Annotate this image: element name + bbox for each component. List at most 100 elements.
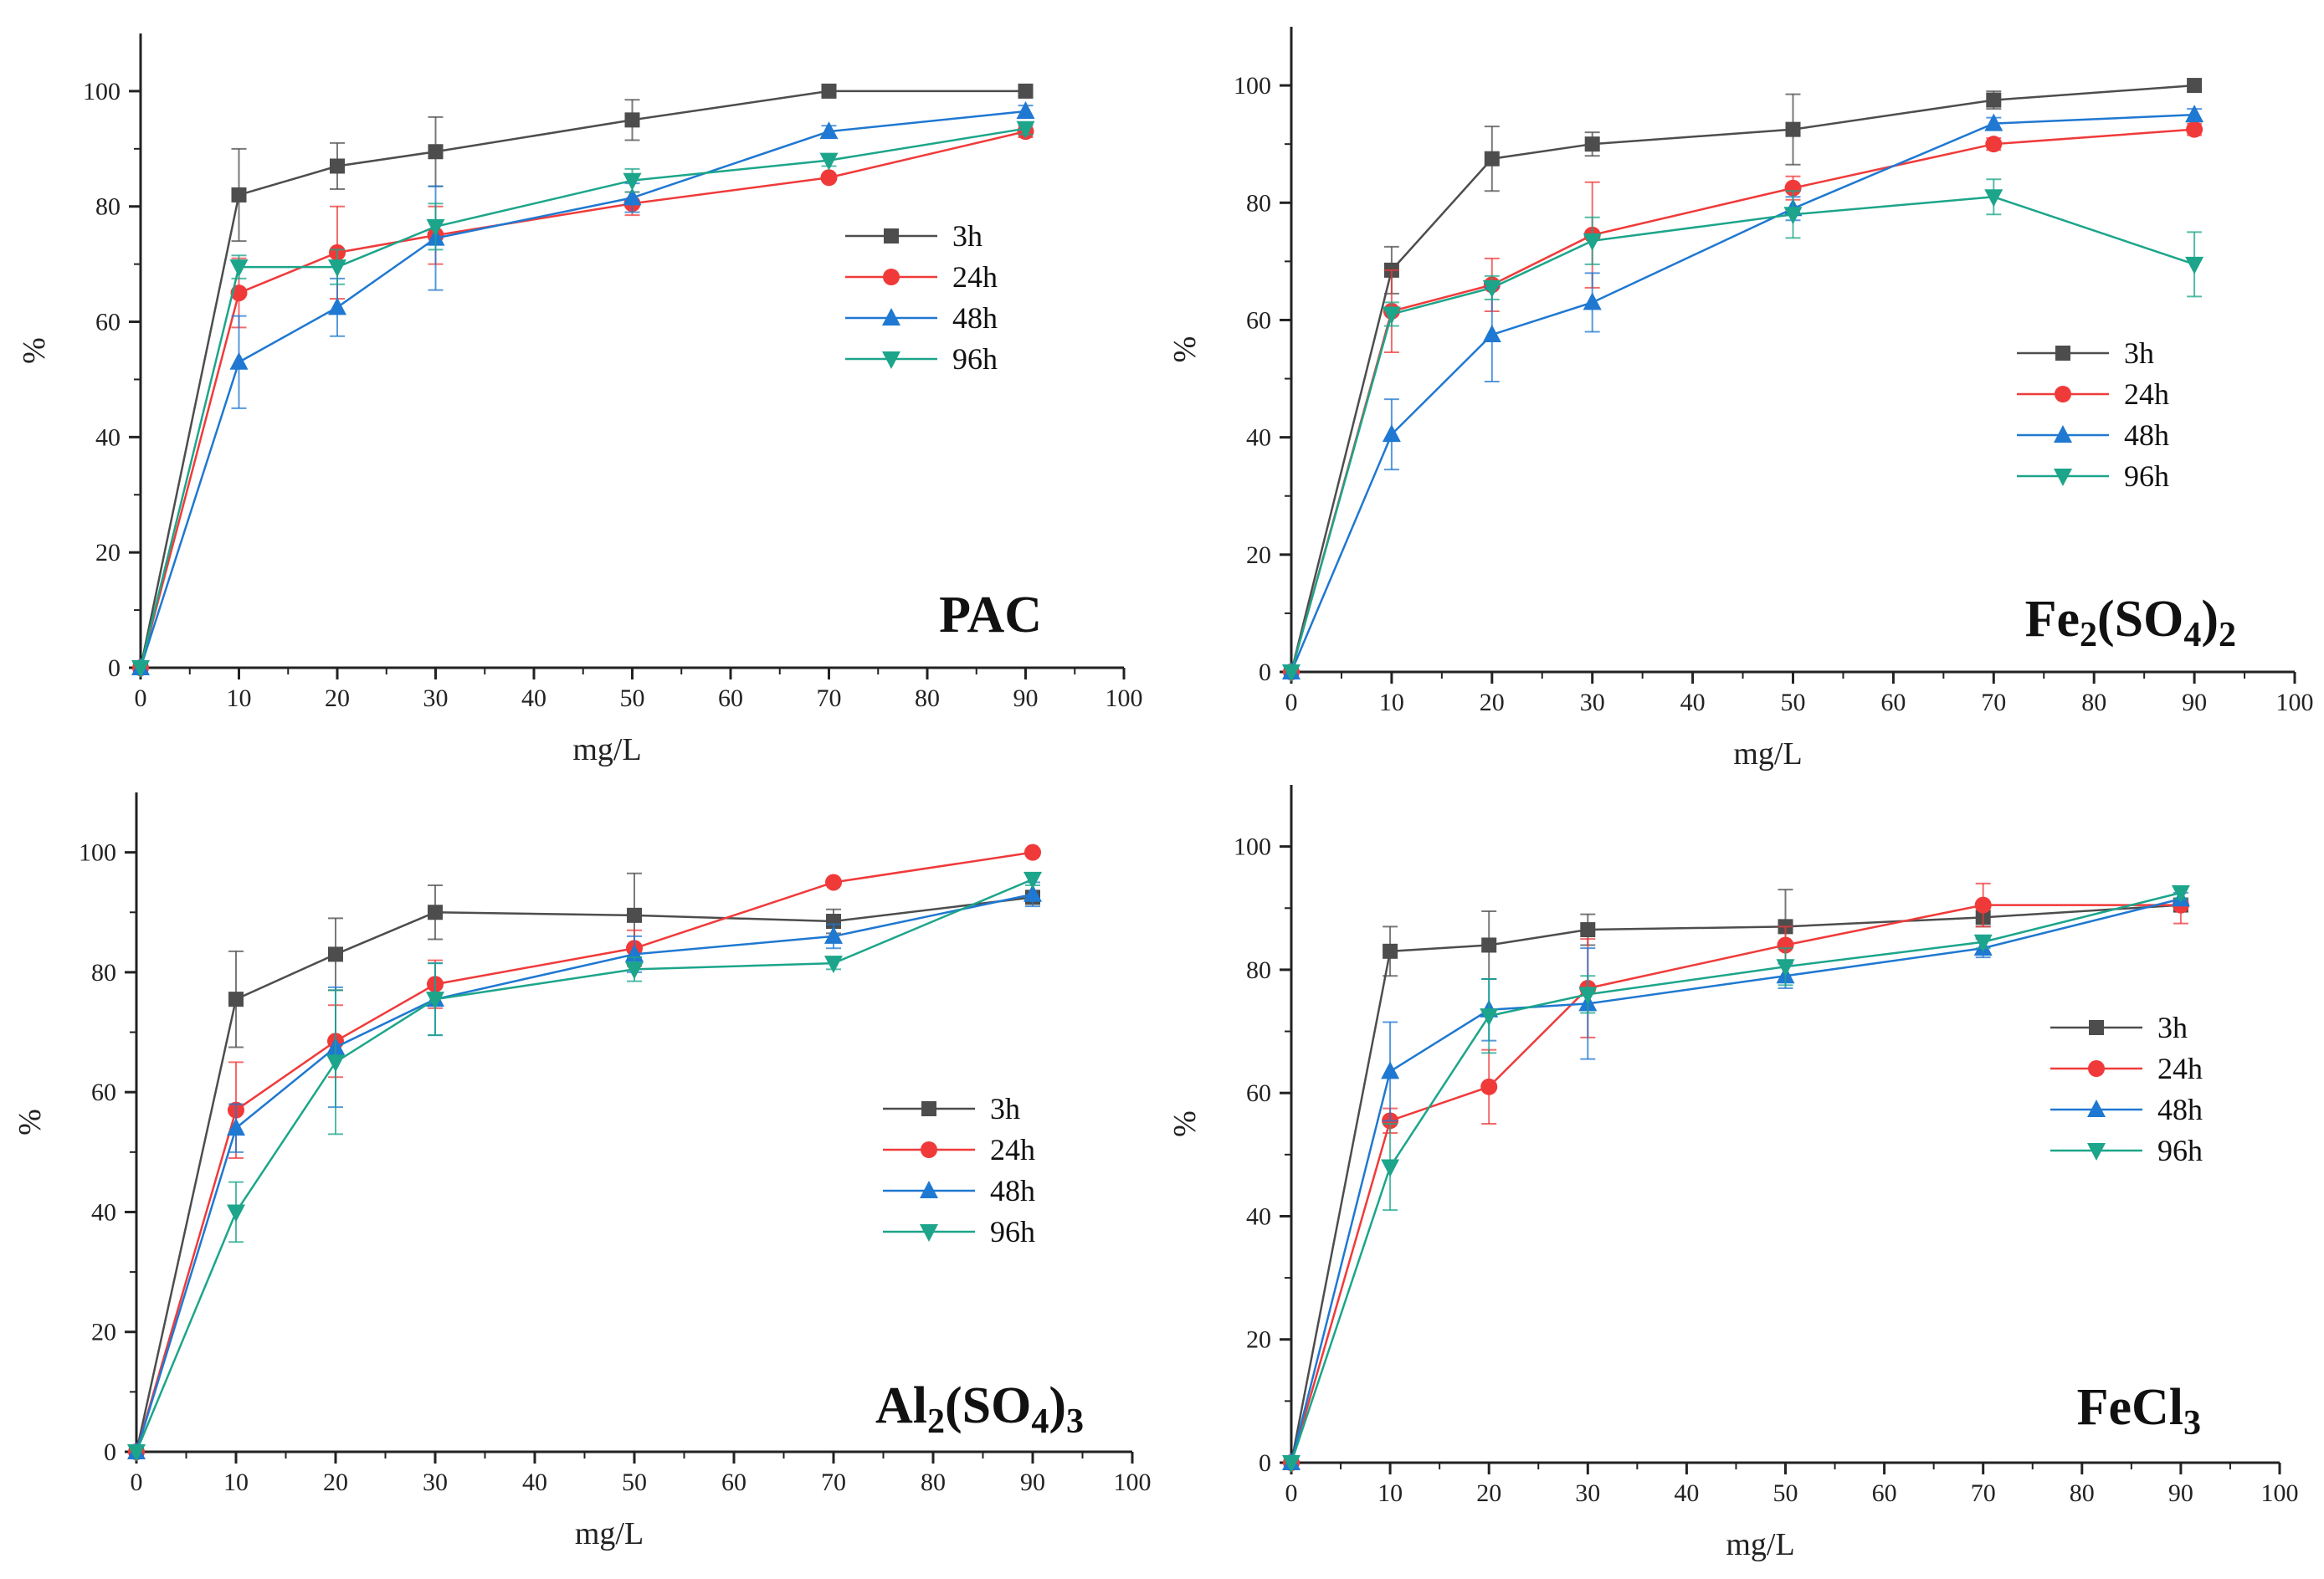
data-point [1023,884,1042,902]
x-tick-label: 80 [2081,689,2106,716]
series-line [139,90,1026,669]
data-point [426,992,444,1010]
legend-label: 24h [952,260,998,294]
legend-label: 48h [990,1174,1035,1207]
data-point [1016,120,1035,139]
x-tick-label: 80 [915,684,940,712]
x-tick-label: 30 [423,684,449,712]
data-point [1282,1455,1301,1473]
data-point [2171,884,2190,903]
y-tick-label: 100 [79,839,116,867]
data-point [227,1118,245,1136]
data-point [230,285,248,302]
legend-label: 24h [2157,1052,2203,1085]
data-point [2185,105,2204,123]
data-point [1777,936,1794,954]
series-line [1290,904,2181,1464]
data-point [1986,92,2002,108]
legend-entry-3h: 3h [2017,336,2154,370]
x-tick-label: 50 [622,1469,647,1496]
data-point [1382,306,1401,325]
y-tick-label: 60 [91,1079,116,1106]
x-axis-label: mg/L [572,732,641,767]
data-point [228,992,244,1007]
y-tick-label: 60 [95,309,121,336]
y-tick-label: 0 [1259,659,1271,686]
data-point [426,218,445,237]
legend-marker [2088,1060,2105,1077]
legend-label: 3h [2157,1011,2188,1044]
series-24h [132,123,1034,676]
legend-entry-48h: 48h [845,301,998,335]
y-tick-label: 80 [1246,956,1271,984]
data-point [1784,179,1802,197]
data-point [1973,934,1993,952]
legend-label: 3h [952,219,982,253]
legend-entry-96h: 96h [883,1215,1035,1248]
data-point [1578,987,1598,1005]
x-tick-label: 60 [1872,1479,1897,1507]
data-point [428,905,443,920]
x-tick-label: 20 [323,1469,348,1496]
legend-label: 24h [990,1133,1035,1166]
legend-entry-3h: 3h [2050,1011,2188,1044]
series-96h [131,120,1035,678]
data-point [2186,120,2203,138]
y-tick-label: 80 [95,193,121,221]
series-line [135,851,1034,1453]
x-tick-label: 70 [1981,689,2006,716]
legend-label: 24h [2124,377,2169,411]
x-tick-label: 10 [1379,689,1404,716]
series-line [139,130,1026,669]
data-point [1482,324,1501,342]
x-tick-label: 100 [1106,684,1143,712]
data-point [328,297,346,315]
x-tick-label: 80 [2070,1479,2095,1507]
x-tick-label: 40 [521,684,546,712]
legend-entry-24h: 24h [2017,377,2169,411]
series-96h [127,871,1042,1462]
panel-title: FeCl3 [2077,1379,2201,1443]
data-point [2185,256,2204,274]
data-point [330,158,345,174]
panel-title: PAC [939,587,1042,643]
y-tick-label: 100 [83,78,121,105]
data-point [1481,937,1497,953]
legend-label: 48h [952,301,998,335]
data-point [227,1204,245,1223]
series-3h [133,83,1034,675]
series-line [1290,84,2195,673]
x-axis-label: mg/L [1726,1527,1794,1562]
data-point [1383,943,1398,959]
series-line [1290,891,2182,1464]
legend-marker [882,351,900,369]
y-tick-label: 40 [91,1198,116,1226]
series-96h [1282,178,2204,682]
series-line [139,110,1026,669]
y-tick-label: 60 [1246,1079,1271,1107]
x-tick-label: 0 [1285,689,1298,716]
y-tick-label: 20 [95,539,121,566]
data-point [1583,292,1602,310]
data-point [1024,843,1041,861]
legend-entry-48h: 48h [883,1174,1035,1207]
y-tick-label: 40 [1246,1202,1271,1230]
series-48h [1282,889,2190,1470]
series-line [135,896,1034,1453]
legend-marker [920,1224,938,1242]
legend-entry-96h: 96h [2017,459,2169,493]
legend-marker [883,269,900,285]
chart-panel-4: 0 10 20 30 40 50 60 70 80 90 100 0 20 40 60 80 100 mg/L% F… [1167,785,2299,1562]
data-point [229,259,249,278]
data-point [1023,871,1042,889]
legend-marker [920,1181,938,1198]
series-line [139,127,1026,669]
legend-marker [2087,1143,2106,1161]
data-point [624,112,640,128]
data-point [1580,922,1596,938]
data-point [1381,1061,1400,1079]
x-tick-label: 50 [620,684,645,712]
x-tick-label: 0 [1285,1479,1298,1507]
x-tick-label: 80 [921,1469,946,1496]
series-3h [1284,889,2188,1470]
